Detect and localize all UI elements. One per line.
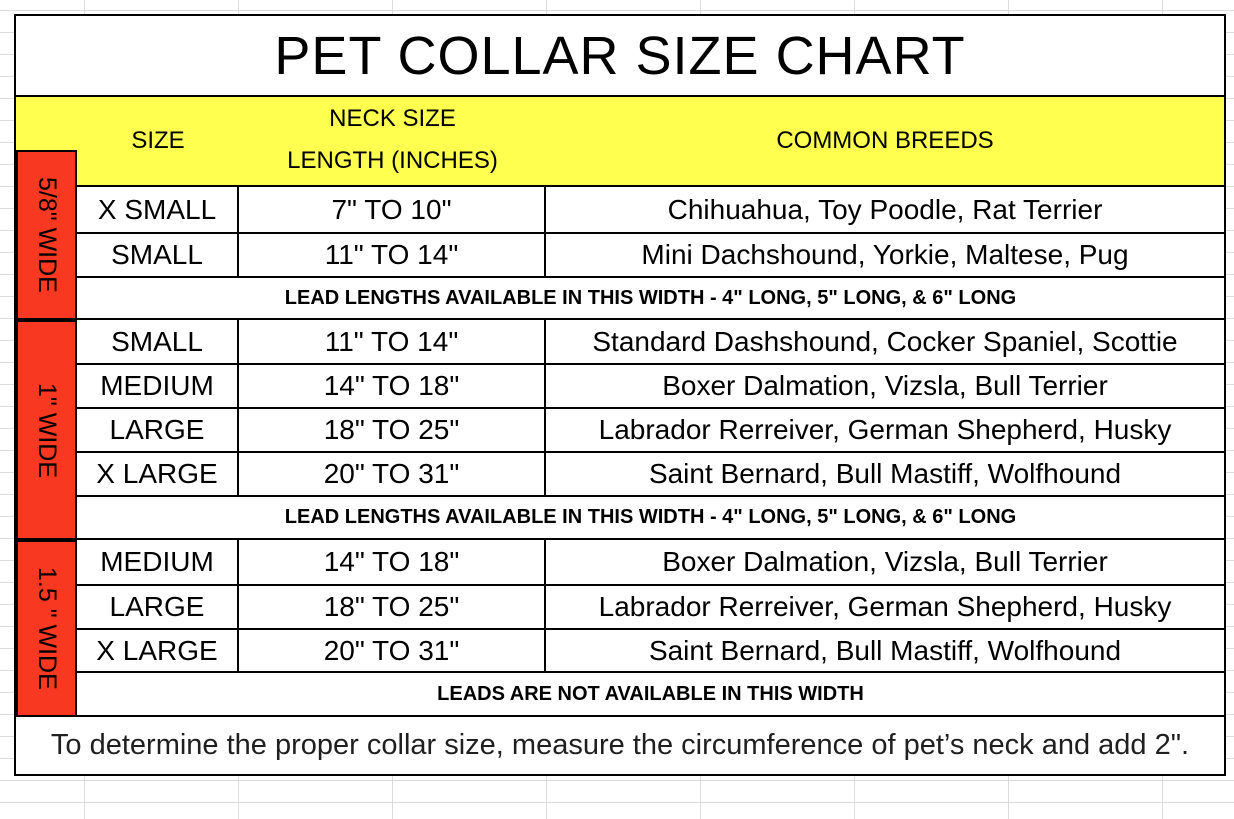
cell-breeds: Mini Dachshound, Yorkie, Maltese, Pug	[546, 234, 1224, 278]
column-header-row: SIZE NECK SIZE LENGTH (INCHES) COMMON BR…	[16, 97, 1224, 187]
col-header-common-breeds: COMMON BREEDS	[776, 127, 994, 154]
cell-breeds: Labrador Rerreiver, German Shepherd, Hus…	[546, 586, 1224, 630]
col-header-neck-size: NECK SIZE LENGTH (INCHES)	[239, 97, 546, 185]
cell-breeds: Saint Bernard, Bull Mastiff, Wolfhound	[546, 630, 1224, 673]
cell-breeds: Standard Dashshound, Cocker Spaniel, Sco…	[546, 320, 1224, 365]
cell-neck: 7" TO 10"	[239, 187, 546, 234]
col-header-neck-line1: NECK SIZE	[329, 105, 456, 132]
col-header-neck-line2: LENGTH (INCHES)	[287, 147, 498, 174]
cell-size: LARGE	[77, 409, 239, 453]
cell-breeds: Boxer Dalmation, Vizsla, Bull Terrier	[546, 540, 1224, 586]
size-chart-table: PET COLLAR SIZE CHART SIZE NECK SIZE LEN…	[14, 14, 1226, 776]
cell-breeds: Saint Bernard, Bull Mastiff, Wolfhound	[546, 453, 1224, 497]
cell-size: X LARGE	[77, 453, 239, 497]
cell-size: MEDIUM	[77, 365, 239, 409]
lead-note: LEAD LENGTHS AVAILABLE IN THIS WIDTH - 4…	[77, 497, 1224, 540]
chart-title: PET COLLAR SIZE CHART	[16, 16, 1224, 97]
lead-note: LEADS ARE NOT AVAILABLE IN THIS WIDTH	[77, 673, 1224, 717]
cell-size: LARGE	[77, 586, 239, 630]
cell-size: SMALL	[77, 320, 239, 365]
lead-note: LEAD LENGTHS AVAILABLE IN THIS WIDTH - 4…	[77, 278, 1224, 320]
cell-size: SMALL	[77, 234, 239, 278]
cell-neck: 14" TO 18"	[239, 365, 546, 409]
footer-instructions: To determine the proper collar size, mea…	[50, 729, 1190, 761]
cell-breeds: Boxer Dalmation, Vizsla, Bull Terrier	[546, 365, 1224, 409]
cell-neck: 11" TO 14"	[239, 320, 546, 365]
width-section-label-5-8-wide: 5/8" WIDE	[16, 150, 77, 320]
cell-size: X SMALL	[77, 187, 239, 234]
cell-neck: 18" TO 25"	[239, 409, 546, 453]
cell-breeds: Chihuahua, Toy Poodle, Rat Terrier	[546, 187, 1224, 234]
width-section-label-1-5-wide: 1.5 " WIDE	[16, 540, 77, 717]
cell-neck: 20" TO 31"	[239, 453, 546, 497]
cell-neck: 18" TO 25"	[239, 586, 546, 630]
cell-size: X LARGE	[77, 630, 239, 673]
table-body: X SMALL 7" TO 10" Chihuahua, Toy Poodle,…	[77, 187, 1224, 717]
cell-neck: 20" TO 31"	[239, 630, 546, 673]
cell-neck: 11" TO 14"	[239, 234, 546, 278]
width-section-label-1-wide: 1" WIDE	[16, 320, 77, 540]
cell-size: MEDIUM	[77, 540, 239, 586]
cell-neck: 14" TO 18"	[239, 540, 546, 586]
cell-breeds: Labrador Rerreiver, German Shepherd, Hus…	[546, 409, 1224, 453]
col-header-size: SIZE	[131, 127, 185, 154]
